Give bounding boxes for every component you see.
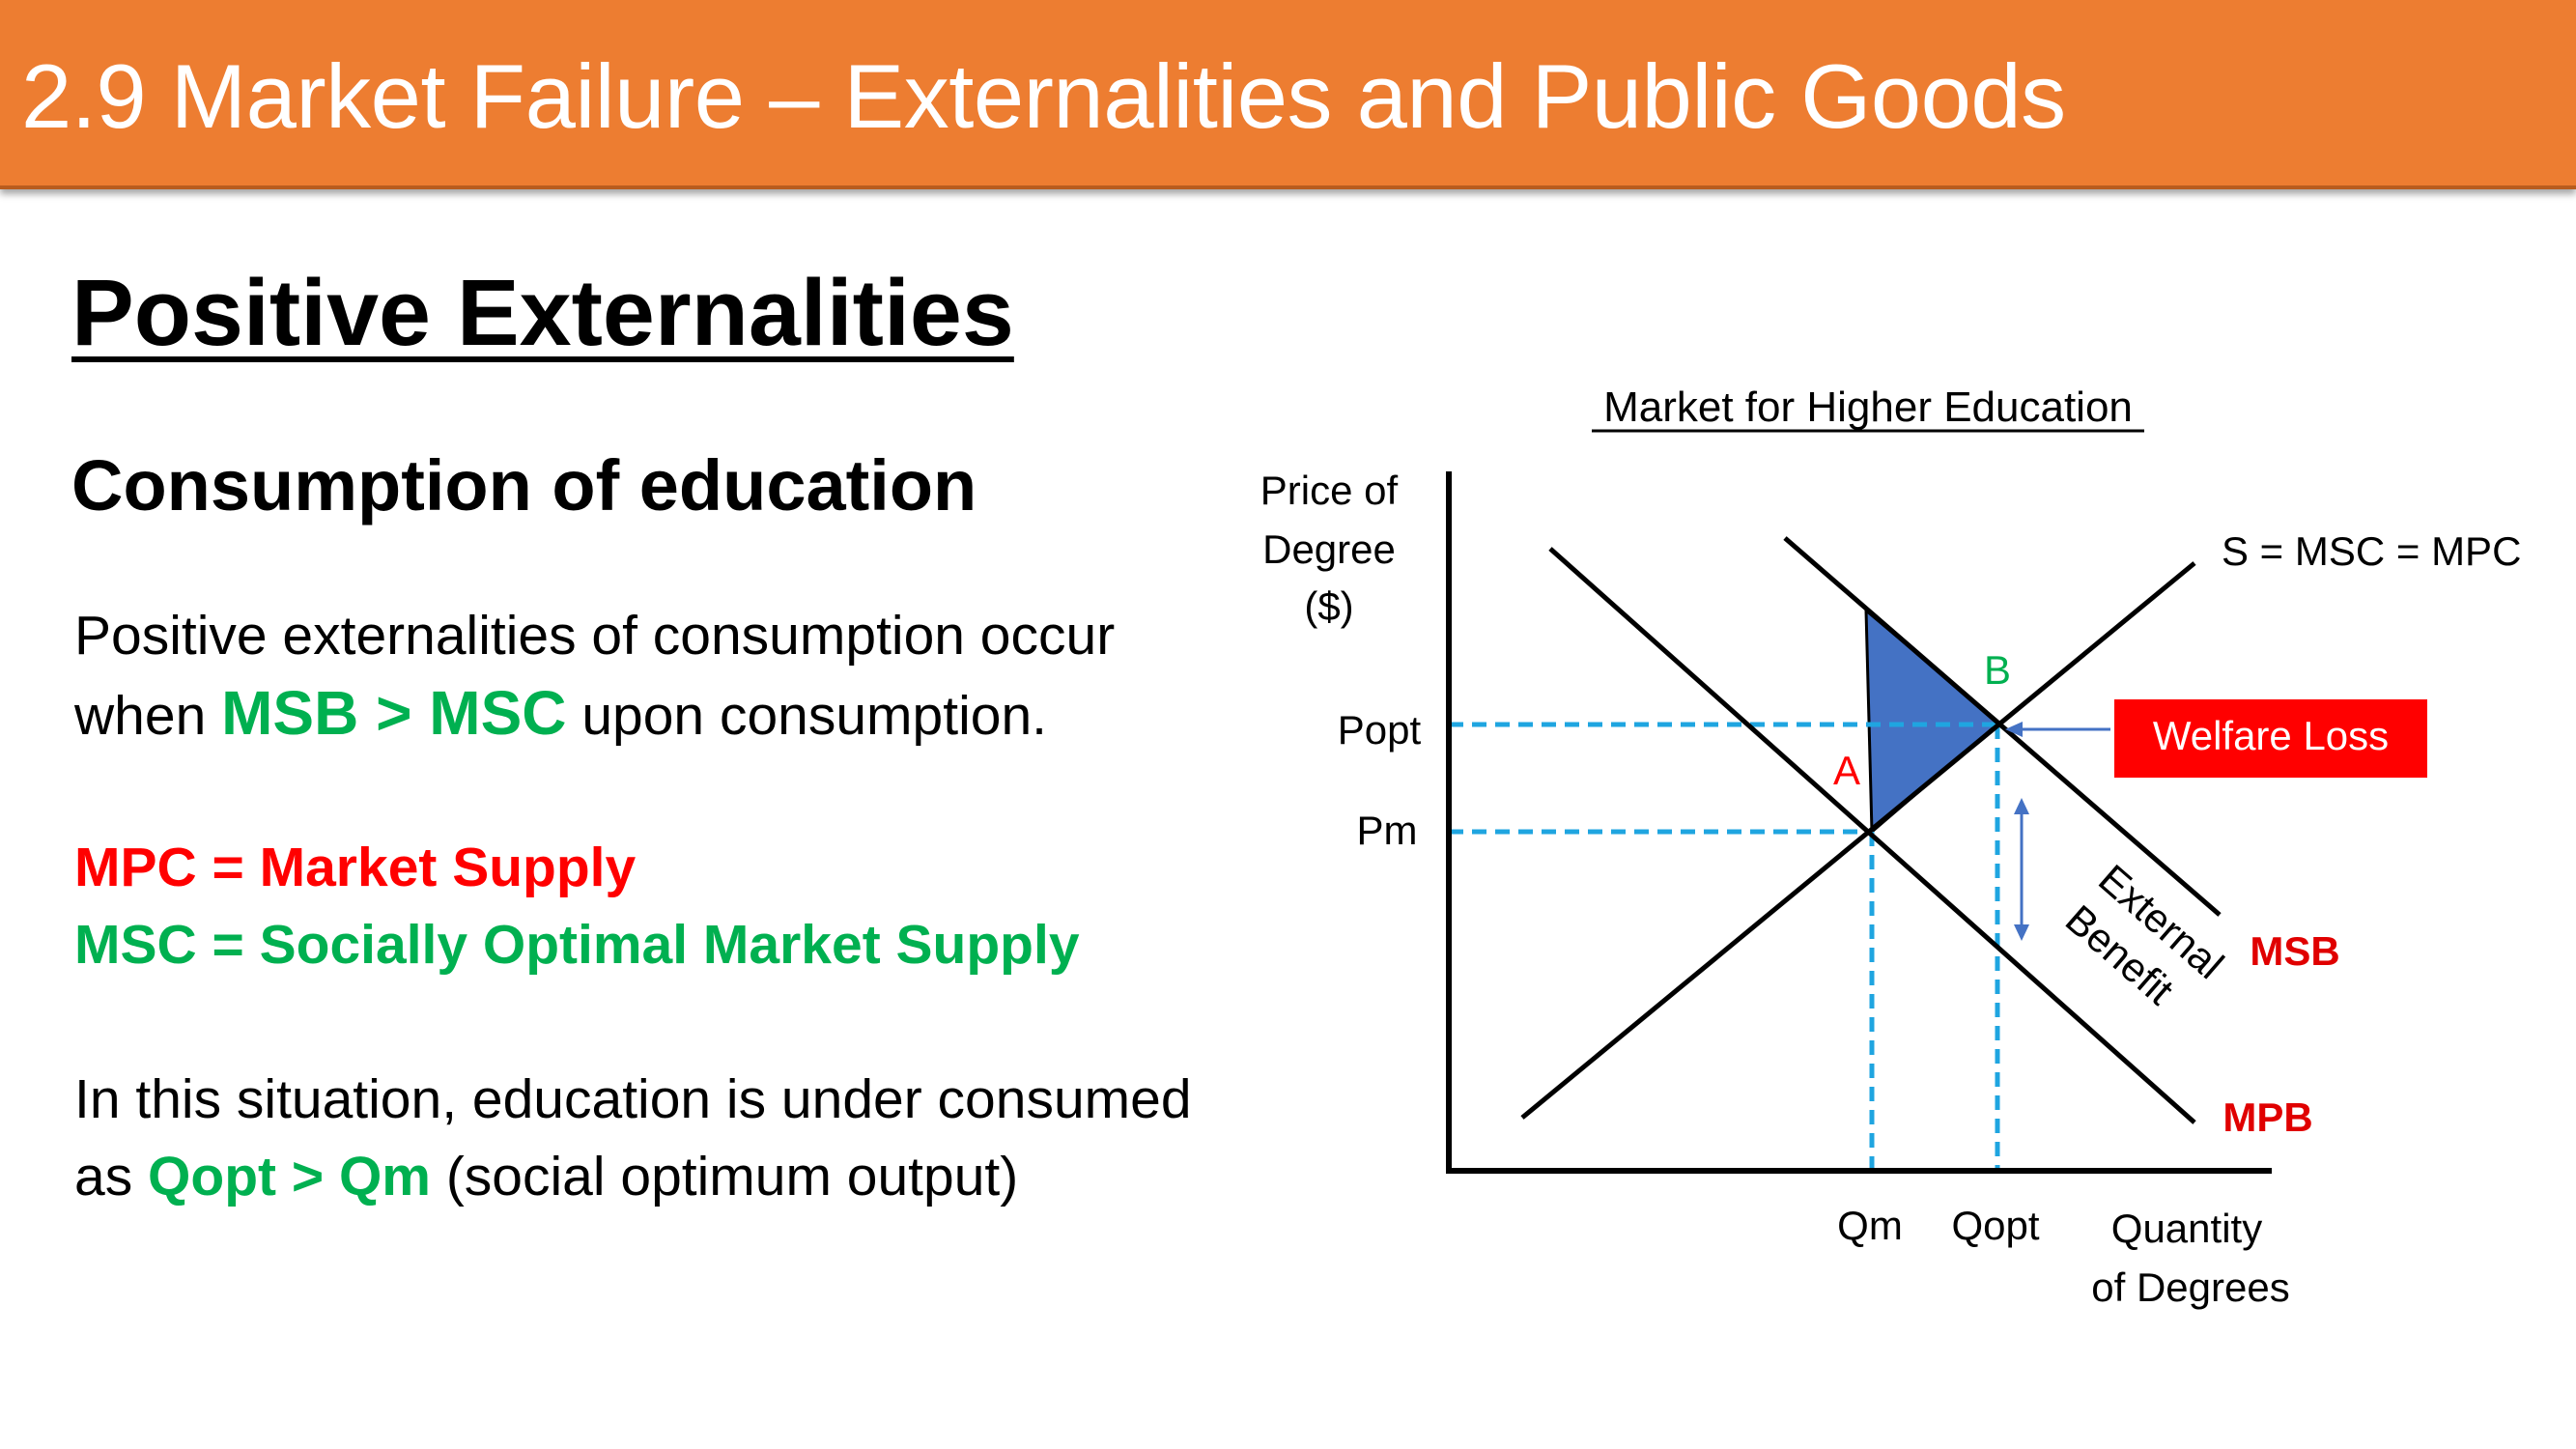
definitions-block: MPC = Market Supply MSC = Socially Optim… bbox=[74, 829, 1080, 983]
slide-title: 2.9 Market Failure – Externalities and P… bbox=[21, 45, 2066, 147]
mpb-curve bbox=[1548, 547, 2196, 1124]
paragraph-conclusion: In this situation, education is under co… bbox=[74, 1061, 1192, 1215]
paragraph-line: In this situation, education is under co… bbox=[74, 1068, 1192, 1130]
supply-curve-label: S = MSC = MPC bbox=[2222, 528, 2521, 574]
external-benefit-arrow bbox=[2014, 798, 2029, 941]
mpb-label: MPB bbox=[2222, 1094, 2312, 1140]
msc-definition: MSC = Socially Optimal Market Supply bbox=[74, 914, 1080, 976]
x-axis-label-line2: of Degrees bbox=[2091, 1264, 2289, 1310]
text-fragment: as bbox=[74, 1146, 149, 1208]
paragraph-line: as Qopt > Qm (social optimum output) bbox=[74, 1138, 1192, 1215]
paragraph-line: when MSB > MSC upon consumption. bbox=[74, 674, 1115, 754]
welfare-loss-box bbox=[2114, 699, 2427, 778]
popt-label: Popt bbox=[1338, 707, 1422, 753]
qm-label: Qm bbox=[1837, 1203, 1903, 1248]
text-fragment: (social optimum output) bbox=[430, 1146, 1019, 1208]
pm-label: Pm bbox=[1357, 808, 1418, 853]
title-bar: 2.9 Market Failure – Externalities and P… bbox=[0, 0, 2576, 189]
y-axis-label-line3: ($) bbox=[1304, 583, 1353, 629]
text-fragment: when bbox=[74, 685, 222, 747]
external-benefit-label: External Benefit bbox=[2057, 856, 2232, 1013]
point-b-label: B bbox=[1984, 647, 2011, 693]
mpc-definition: MPC = Market Supply bbox=[74, 837, 637, 898]
qopt-qm-highlight: Qopt > Qm bbox=[148, 1146, 431, 1208]
y-axis-label-line1: Price of bbox=[1260, 468, 1399, 513]
subheading: Consumption of education bbox=[71, 445, 977, 526]
msb-curve bbox=[1783, 536, 2222, 917]
welfare-loss-label: Welfare Loss bbox=[2153, 713, 2389, 758]
welfare-loss-pointer bbox=[2005, 722, 2110, 737]
paragraph-line: Positive externalities of consumption oc… bbox=[74, 605, 1116, 667]
qopt-label: Qopt bbox=[1951, 1203, 2039, 1248]
text-fragment: upon consumption. bbox=[566, 685, 1047, 747]
y-axis-label-line2: Degree bbox=[1262, 526, 1396, 572]
x-axis-label-line1: Quantity bbox=[2111, 1206, 2262, 1251]
supply-curve bbox=[1520, 561, 2196, 1120]
diagram-title: Market for Higher Education bbox=[1603, 384, 2133, 431]
section-heading: Positive Externalities bbox=[71, 260, 1014, 365]
welfare-loss-triangle bbox=[1864, 607, 2002, 836]
msb-msc-highlight: MSB > MSC bbox=[221, 678, 567, 748]
msb-label: MSB bbox=[2250, 928, 2339, 974]
point-a-label: A bbox=[1833, 748, 1860, 793]
paragraph-definition: Positive externalities of consumption oc… bbox=[74, 597, 1115, 754]
